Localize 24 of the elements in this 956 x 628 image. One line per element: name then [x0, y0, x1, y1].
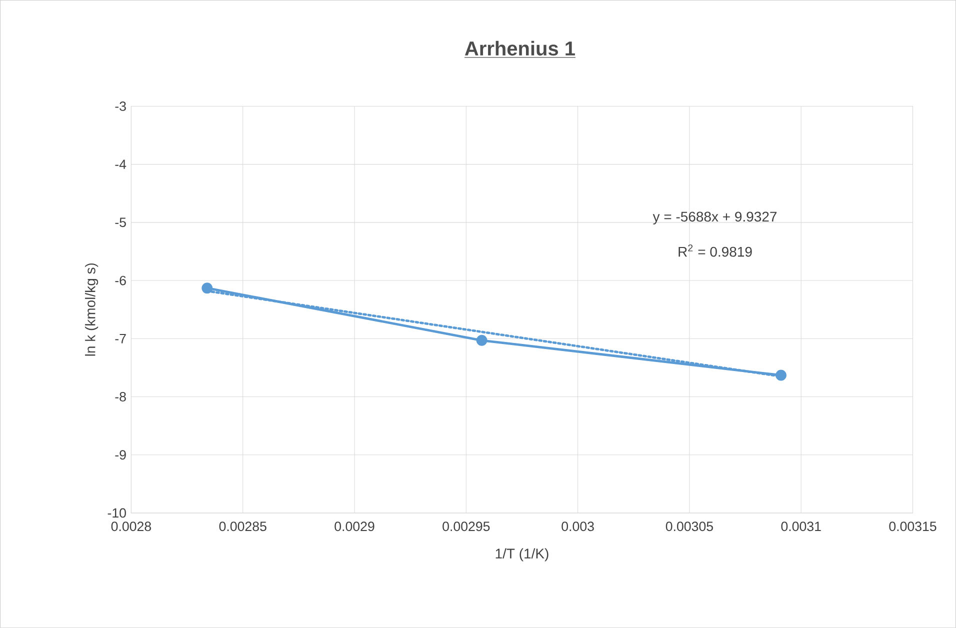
x-tick-label: 0.0031	[781, 522, 821, 532]
point	[202, 282, 213, 294]
x-tick-label: 0.00315	[889, 522, 936, 532]
y-tick-label: -4	[115, 160, 126, 169]
annotation: R$^{2}$ = 0.9819	[678, 244, 752, 257]
chart-title: Arrhenius 1	[464, 40, 575, 56]
x-tick-label: 0.00295	[442, 522, 490, 532]
x-tick-label: 0.00305	[666, 522, 713, 532]
x-tick-label: 0.003	[562, 522, 594, 532]
point	[776, 370, 786, 381]
y-tick-label: -8	[115, 392, 126, 402]
x-tick-label: 0.00285	[219, 522, 266, 532]
y-tick-label: -10	[108, 508, 126, 518]
annotation: y = -5688x + 9.9327	[652, 212, 777, 224]
point	[476, 334, 488, 346]
x-axis-title: 1/T (1/K)	[496, 548, 548, 562]
y-tick-label: -7	[115, 334, 126, 344]
y-axis-title: ln k (kmol/kg s)	[85, 263, 98, 356]
y-tick-label: -6	[115, 276, 126, 286]
y-tick-label: -3	[115, 101, 126, 111]
x-tick-label: 0.0029	[334, 522, 374, 532]
y-tick-label: -9	[115, 450, 126, 460]
y-tick-label: -5	[115, 218, 126, 227]
x-tick-label: 0.0028	[111, 522, 151, 532]
